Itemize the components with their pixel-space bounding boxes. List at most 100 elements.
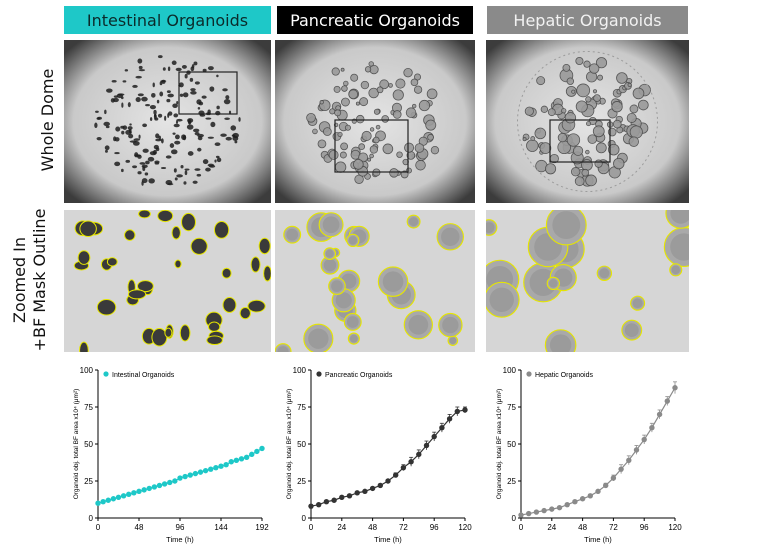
- data-point: [377, 482, 383, 489]
- x-tick-label: 48: [368, 523, 377, 532]
- data-point: [400, 464, 407, 471]
- data-point: [549, 506, 555, 512]
- data-point: [664, 398, 670, 404]
- data-point: [641, 436, 647, 443]
- chart-hepatic-svg: 0 25 50 75 100 0 24 48 72 96 120 Time (h) Organoid o…: [496, 366, 682, 544]
- data-point: [238, 456, 245, 462]
- data-point: [308, 503, 314, 509]
- data-point: [369, 485, 376, 492]
- data-point: [408, 459, 414, 465]
- row-label-zoomed: Zoomed In +BF Mask Outline: [10, 195, 50, 365]
- data-point: [572, 499, 578, 505]
- data-point: [556, 504, 563, 511]
- y-tick-label: 0: [302, 514, 307, 523]
- data-point: [564, 501, 570, 508]
- data-point: [431, 433, 437, 440]
- x-tick-label: 24: [547, 523, 556, 532]
- x-tick-label: 72: [609, 523, 618, 532]
- data-point: [187, 472, 193, 478]
- data-point: [526, 510, 532, 517]
- y-tick-label: 100: [293, 366, 307, 375]
- data-point: [228, 459, 234, 465]
- data-point: [100, 499, 106, 505]
- data-point: [182, 473, 188, 480]
- y-axis-label: Organoid obj. total BF area x10⁴ (μm²): [73, 389, 80, 500]
- data-point: [197, 469, 204, 475]
- data-point: [423, 442, 430, 449]
- y-tick-label: 100: [503, 366, 517, 375]
- data-point: [202, 467, 209, 474]
- y-tick-label: 25: [507, 477, 516, 486]
- dome-edge: [517, 51, 658, 192]
- data-point: [259, 445, 265, 452]
- data-point: [243, 454, 250, 461]
- data-point: [316, 501, 322, 508]
- x-tick-label: 0: [519, 523, 524, 532]
- data-point: [331, 497, 337, 503]
- legend-label: Hepatic Organoids: [535, 372, 593, 379]
- data-point: [161, 481, 168, 487]
- data-point: [518, 512, 524, 518]
- x-axis-label: Time (h): [584, 535, 612, 544]
- y-tick-label: 100: [80, 366, 94, 375]
- x-tick-label: 96: [430, 523, 439, 532]
- dome-background: [275, 40, 475, 203]
- data-point: [339, 494, 345, 500]
- data-point: [416, 451, 422, 458]
- y-tick-label: 75: [84, 403, 93, 412]
- data-point: [541, 507, 547, 514]
- whole-dome-intestinal-image: [64, 40, 271, 203]
- zoom-pancreatic-image: [275, 210, 475, 352]
- y-tick-label: 0: [89, 514, 94, 523]
- data-point: [141, 487, 147, 493]
- data-point: [633, 447, 640, 453]
- chart-pancreatic: 0 25 50 75 100 0 24 48 72 96 120 Time (h) Organoid o…: [277, 360, 477, 550]
- data-point: [595, 488, 601, 495]
- data-point: [354, 490, 360, 496]
- data-point: [120, 493, 127, 499]
- data-point: [105, 497, 111, 503]
- header-intestinal-label: Intestinal Organoids: [86, 10, 249, 30]
- data-point: [249, 451, 255, 458]
- y-tick-label: 0: [512, 514, 517, 523]
- data-point: [233, 457, 240, 463]
- chart-intestinal: 0 25 50 75 100 0 48 96 144 192 Time (h) Organoid ob…: [64, 360, 274, 550]
- x-tick-label: 24: [337, 523, 346, 532]
- x-axis-label: Time (h): [374, 535, 402, 544]
- data-point: [192, 470, 199, 477]
- legend-label: Intestinal Organoids: [112, 372, 175, 379]
- data-point: [136, 488, 142, 495]
- y-tick-label: 50: [297, 440, 306, 449]
- dome-background: [64, 40, 271, 203]
- zoom-hepatic-image: [486, 210, 689, 352]
- y-tick-label: 25: [297, 477, 306, 486]
- legend-marker: [526, 371, 532, 377]
- data-point: [95, 500, 101, 506]
- y-tick-label: 75: [507, 403, 516, 412]
- legend-marker: [103, 371, 109, 377]
- data-point: [462, 407, 468, 413]
- x-tick-label: 96: [176, 523, 185, 532]
- data-point: [177, 475, 183, 481]
- data-point: [223, 462, 229, 468]
- row-label-whole-dome-text: Whole Dome: [38, 68, 57, 172]
- zoom-intestinal-image: [64, 210, 271, 352]
- data-point: [454, 408, 460, 415]
- data-point: [672, 385, 678, 391]
- zoom-region-box: [178, 71, 238, 115]
- data-point: [254, 448, 260, 455]
- data-point: [656, 411, 663, 418]
- x-tick-label: 144: [214, 523, 228, 532]
- data-point: [649, 425, 655, 431]
- x-tick-label: 0: [309, 523, 314, 532]
- legend-label: Pancreatic Organoids: [325, 372, 393, 379]
- data-point: [131, 490, 137, 496]
- data-point: [208, 466, 214, 472]
- data-point: [533, 509, 540, 515]
- chart-intestinal-svg: 0 25 50 75 100 0 48 96 144 192 Time (h) Organoid ob…: [73, 366, 269, 544]
- series-line: [520, 387, 676, 516]
- whole-dome-intestinal-svg: [64, 40, 271, 203]
- data-point: [626, 457, 632, 463]
- data-point: [156, 482, 163, 489]
- data-point: [618, 466, 624, 472]
